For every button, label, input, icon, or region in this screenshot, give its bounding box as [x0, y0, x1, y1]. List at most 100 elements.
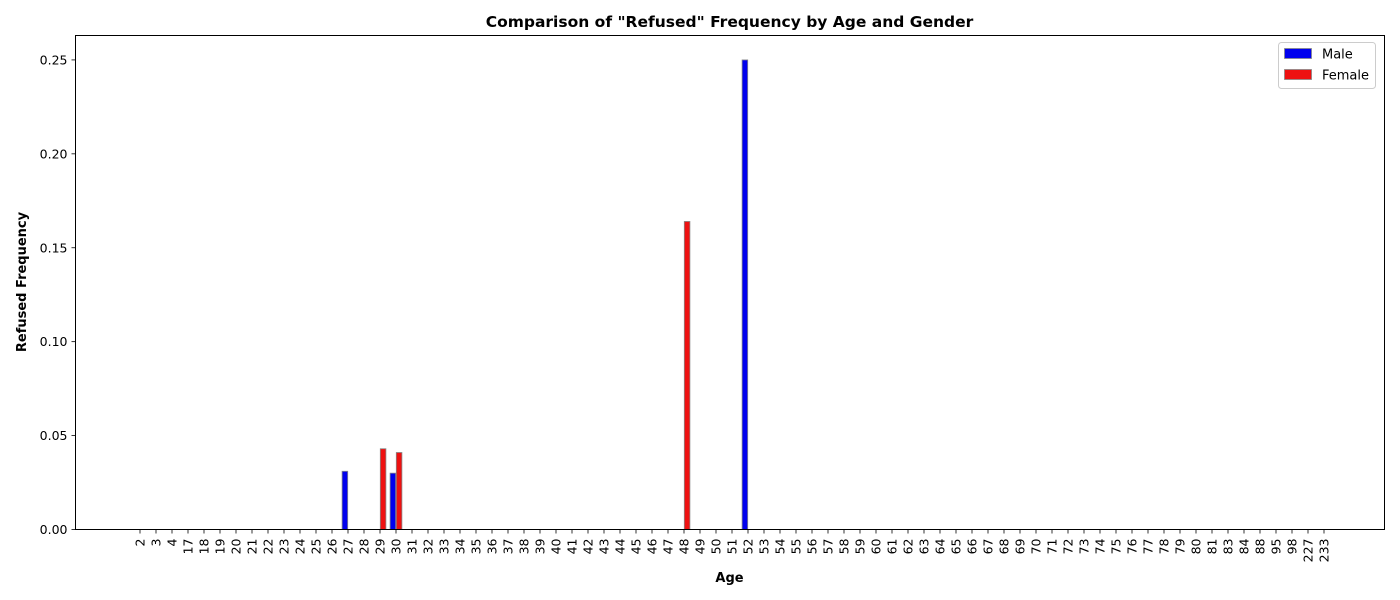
x-tick-label: 67	[981, 539, 996, 555]
x-tick-label: 23	[277, 539, 292, 555]
x-tick-label: 20	[229, 538, 244, 554]
x-tick-label: 71	[1045, 539, 1060, 555]
y-tick-label: 0.05	[40, 428, 68, 443]
x-tick-label: 76	[1125, 538, 1140, 554]
legend-label-female: Female	[1322, 69, 1369, 84]
x-tick-label: 29	[373, 538, 388, 554]
x-tick-label: 95	[1269, 539, 1284, 555]
x-tick-label: 34	[453, 538, 468, 554]
bar-female-30	[395, 452, 403, 530]
x-tick-label: 22	[261, 539, 276, 555]
x-tick-label: 57	[821, 539, 836, 555]
x-tick-label: 18	[197, 538, 212, 554]
x-tick-label: 61	[885, 539, 900, 555]
x-tick-label: 46	[645, 538, 660, 554]
x-axis-ticks: 2 3 4 17 18 19 20 21 22 23 24 25 26 27 28 29 30 31 32 33 34 3…	[133, 529, 1332, 563]
y-tick-label: 0.20	[40, 146, 68, 161]
x-tick-label: 2	[133, 539, 148, 547]
y-tick-label: 0.00	[40, 522, 68, 537]
x-tick-label: 44	[613, 538, 628, 554]
x-tick-label: 84	[1237, 538, 1252, 554]
x-tick-label: 65	[949, 539, 964, 555]
x-tick-label: 233	[1317, 539, 1332, 563]
x-tick-label: 51	[725, 539, 740, 555]
x-tick-label: 64	[933, 538, 948, 554]
x-tick-label: 49	[693, 538, 708, 554]
x-tick-label: 32	[421, 539, 436, 555]
x-tick-label: 58	[837, 538, 852, 554]
x-tick-label: 55	[789, 539, 804, 555]
plot-frame	[75, 35, 1385, 530]
x-tick-label: 72	[1061, 539, 1076, 555]
x-tick-label: 52	[741, 539, 756, 555]
x-tick-label: 45	[629, 539, 644, 555]
x-tick-label: 31	[405, 539, 420, 555]
x-tick-label: 70	[1029, 538, 1044, 554]
legend-swatch-female	[1284, 69, 1312, 80]
x-tick-label: 25	[309, 539, 324, 555]
x-tick-label: 30	[389, 538, 404, 554]
x-tick-label: 17	[181, 539, 196, 555]
x-tick-label: 59	[853, 538, 868, 554]
x-tick-label: 74	[1093, 538, 1108, 554]
bar-male-52	[741, 59, 749, 530]
x-tick-label: 35	[469, 539, 484, 555]
x-tick-label: 4	[165, 538, 180, 546]
x-tick-label: 227	[1301, 539, 1316, 563]
x-tick-label: 69	[1013, 538, 1028, 554]
x-tick-label: 39	[533, 538, 548, 554]
x-tick-label: 40	[549, 538, 564, 554]
x-tick-label: 47	[661, 539, 676, 555]
x-tick-label: 24	[293, 538, 308, 554]
x-tick-label: 77	[1141, 539, 1156, 555]
legend-swatch-male	[1284, 48, 1312, 59]
legend-label-male: Male	[1322, 48, 1353, 63]
y-tick-label: 0.25	[40, 52, 68, 67]
x-tick-label: 36	[485, 538, 500, 554]
bar-male-27	[341, 470, 349, 530]
x-tick-label: 53	[757, 539, 772, 555]
y-tick-label: 0.15	[40, 240, 68, 255]
x-tick-label: 50	[709, 538, 724, 554]
bar-male-30	[389, 472, 397, 530]
x-tick-label: 81	[1205, 539, 1220, 555]
x-tick-label: 63	[917, 539, 932, 555]
x-tick-label: 43	[597, 539, 612, 555]
x-tick-label: 78	[1157, 538, 1172, 554]
x-tick-label: 33	[437, 539, 452, 555]
x-tick-label: 60	[869, 538, 884, 554]
x-tick-label: 19	[213, 538, 228, 554]
x-tick-label: 83	[1221, 539, 1236, 555]
x-tick-label: 28	[357, 538, 372, 554]
x-tick-label: 79	[1173, 538, 1188, 554]
y-axis-ticks: 0.00 0.05 0.10 0.15 0.20 0.25	[40, 52, 76, 537]
x-tick-label: 98	[1285, 538, 1300, 554]
x-tick-label: 26	[325, 538, 340, 554]
x-tick-label: 3	[149, 539, 164, 547]
x-tick-label: 80	[1189, 538, 1204, 554]
legend: Male Female	[1278, 42, 1376, 89]
x-tick-label: 41	[565, 539, 580, 555]
bars-layer	[341, 59, 749, 530]
x-axis-label: Age	[715, 571, 743, 586]
x-tick-label: 66	[965, 538, 980, 554]
x-tick-label: 42	[581, 539, 596, 555]
bar-female-48	[683, 221, 691, 530]
x-tick-label: 88	[1253, 538, 1268, 554]
x-tick-label: 62	[901, 539, 916, 555]
x-tick-label: 75	[1109, 539, 1124, 555]
x-tick-label: 37	[501, 539, 516, 555]
x-tick-label: 56	[805, 538, 820, 554]
x-tick-label: 73	[1077, 539, 1092, 555]
x-tick-label: 21	[245, 539, 260, 555]
x-tick-label: 68	[997, 538, 1012, 554]
chart-title: Comparison of "Refused" Frequency by Age…	[486, 13, 974, 31]
x-tick-label: 27	[341, 539, 356, 555]
bar-female-29	[379, 448, 387, 530]
x-tick-label: 54	[773, 538, 788, 554]
y-tick-label: 0.10	[40, 334, 68, 349]
x-tick-label: 48	[677, 538, 692, 554]
y-axis-label: Refused Frequency	[15, 211, 30, 352]
